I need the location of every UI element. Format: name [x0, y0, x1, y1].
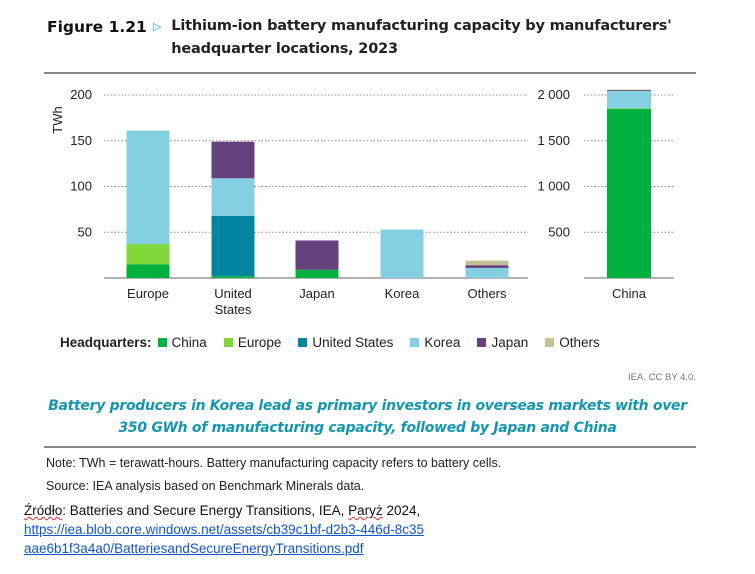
bar-segment-china [211, 276, 255, 278]
x-category-label: States [215, 302, 252, 317]
x-category-label: Others [467, 286, 507, 301]
bar-segment-korea [380, 229, 424, 278]
caption-line1: Battery producers in Korea lead as prima… [48, 398, 687, 414]
bar-segment-china [607, 108, 651, 278]
citation-link-line1[interactable]: https://iea.blob.core.windows.net/assets… [24, 522, 424, 537]
bar-segment-europe [607, 108, 651, 109]
figure-title-line1: Lithium-ion battery manufacturing capaci… [171, 18, 672, 34]
legend-swatch [223, 338, 233, 347]
figure-caption: Battery producers in Korea lead as prima… [40, 395, 695, 439]
x-category-label: Japan [299, 286, 334, 301]
legend-item-korea: Korea [410, 335, 460, 350]
legend-item-europe: Europe [223, 335, 282, 350]
legend-label: United States [312, 335, 394, 350]
tick-label-bg [532, 132, 576, 149]
y-tick-label: 1 500 [537, 133, 570, 148]
figure-title: Lithium-ion battery manufacturing capaci… [171, 15, 671, 61]
legend: Headquarters: China Europe United States Ko… [60, 335, 617, 350]
bar-segment-others [607, 89, 651, 91]
legend-item-china: China [157, 335, 207, 350]
legend-swatch [477, 338, 487, 347]
legend-item-japan: Japan [477, 335, 528, 350]
legend-item-others: Others [545, 335, 600, 350]
tick-label-bg [532, 224, 576, 241]
source-text: Source: IEA analysis based on Benchmark … [46, 479, 365, 493]
y-axis-label: TWh [50, 106, 65, 133]
citation-body: : Batteries and Secure Energy Transition… [62, 503, 349, 518]
citation-year: 2024, [382, 503, 421, 518]
tick-label-bg [54, 132, 98, 149]
y-tick-label: 50 [78, 224, 92, 239]
legend-label: Europe [237, 335, 282, 350]
footer-rule [44, 446, 696, 448]
x-category-label: United [214, 286, 252, 301]
legend-swatch [410, 338, 420, 347]
legend-label: Korea [424, 335, 461, 350]
y-tick-label: 200 [70, 87, 92, 102]
legend-swatch [157, 338, 167, 347]
citation-text: Źródło: Batteries and Secure Energy Tran… [24, 503, 420, 518]
y-tick-label: 150 [70, 133, 92, 148]
y-tick-label: 500 [548, 224, 570, 239]
y-tick-label: 100 [70, 179, 92, 194]
x-category-label: Europe [127, 286, 169, 301]
bar-segment-japan [607, 89, 651, 91]
tick-label-bg [532, 178, 576, 195]
figure-header: Figure 1.21 ▷ Lithium-ion battery manufa… [47, 15, 672, 61]
bar-segment-united-states [211, 215, 255, 277]
legend-swatch [298, 338, 308, 347]
bar-segment-china [295, 269, 339, 278]
tick-label-bg [54, 178, 98, 195]
x-category-label: China [612, 286, 647, 301]
header-rule [44, 72, 696, 74]
x-category-label: Korea [385, 286, 420, 301]
citation-place: Paryż [348, 503, 383, 518]
bar-segment-korea [211, 178, 255, 216]
citation-link-line2[interactable]: aae6b1f3a4a0/BatteriesandSecureEnergyTra… [24, 541, 364, 556]
bar-segment-japan [465, 265, 509, 268]
triangle-marker-icon: ▷ [152, 21, 162, 33]
tick-label-bg [54, 87, 98, 103]
legend-title: Headquarters: [60, 335, 152, 350]
legend-label: Others [559, 335, 600, 350]
tick-label-bg [54, 224, 98, 241]
legend-label: Japan [491, 335, 529, 350]
bar-segment-japan [295, 240, 339, 270]
credit-text: IEA. CC BY 4.0. [628, 372, 696, 383]
figure-number: Figure 1.21 [47, 18, 147, 36]
tick-label-bg [532, 87, 576, 103]
bar-segment-korea [607, 90, 651, 109]
caption-line2: 350 GWh of manufacturing capacity, follo… [118, 420, 617, 436]
legend-item-united-states: United States [298, 335, 393, 350]
y-tick-label: 2 000 [537, 87, 570, 102]
figure-title-line2: headquarter locations, 2023 [171, 41, 398, 57]
bar-segment-europe [126, 244, 170, 265]
citation-label: Źródło [24, 503, 63, 518]
legend-label: China [171, 335, 207, 350]
bar-segment-japan [211, 141, 255, 179]
note-text: Note: TWh = terawatt-hours. Battery manu… [46, 456, 502, 470]
y-tick-label: 1 000 [537, 179, 570, 194]
legend-swatch [545, 338, 555, 347]
bar-segment-china [126, 264, 170, 278]
bar-segment-korea [126, 130, 170, 245]
bar-segment-others [465, 260, 509, 266]
bar-segment-korea [465, 267, 509, 278]
